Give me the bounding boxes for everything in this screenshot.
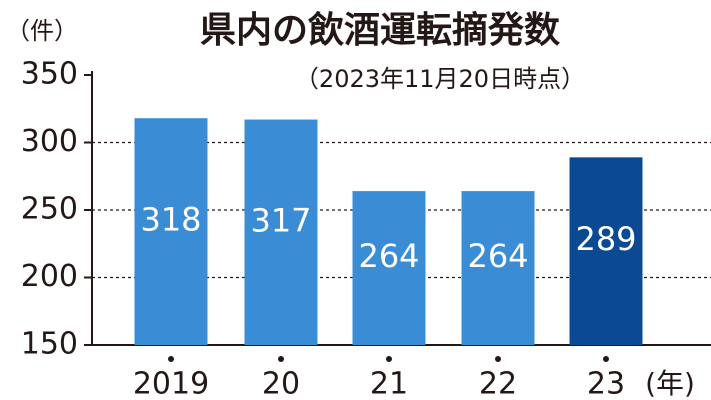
y-tick-label: 300 (21, 124, 78, 159)
bar (352, 191, 426, 345)
x-tick-label: 23 (587, 367, 625, 400)
tick-dot (278, 356, 284, 362)
value-label: 264 (358, 237, 419, 275)
x-tick-label: 21 (370, 367, 408, 400)
y-tick-label: 350 (21, 57, 78, 92)
tick-dot (603, 356, 609, 362)
bar (461, 191, 535, 345)
x-unit: (年) (645, 367, 695, 400)
y-tick-label: 250 (21, 192, 78, 227)
value-label: 318 (140, 201, 201, 239)
bar (134, 118, 208, 345)
tick-dot (386, 356, 392, 362)
bar (569, 157, 643, 345)
x-tick-label: 20 (262, 367, 300, 400)
chart-title: 県内の飲酒運転摘発数 (200, 9, 560, 51)
bar (244, 119, 318, 345)
y-tick-label: 150 (21, 327, 78, 362)
value-label: 264 (467, 237, 528, 275)
chart-subtitle: （2023年11月20日時点） (295, 65, 585, 93)
y-tick-label: 200 (21, 259, 78, 294)
tick-dot (168, 356, 174, 362)
value-label: 289 (575, 220, 636, 258)
y-unit: （件） (6, 17, 78, 45)
tick-dot (495, 356, 501, 362)
x-tick-label: 2019 (133, 367, 209, 400)
x-tick-label: 22 (479, 367, 517, 400)
value-label: 317 (250, 201, 311, 239)
